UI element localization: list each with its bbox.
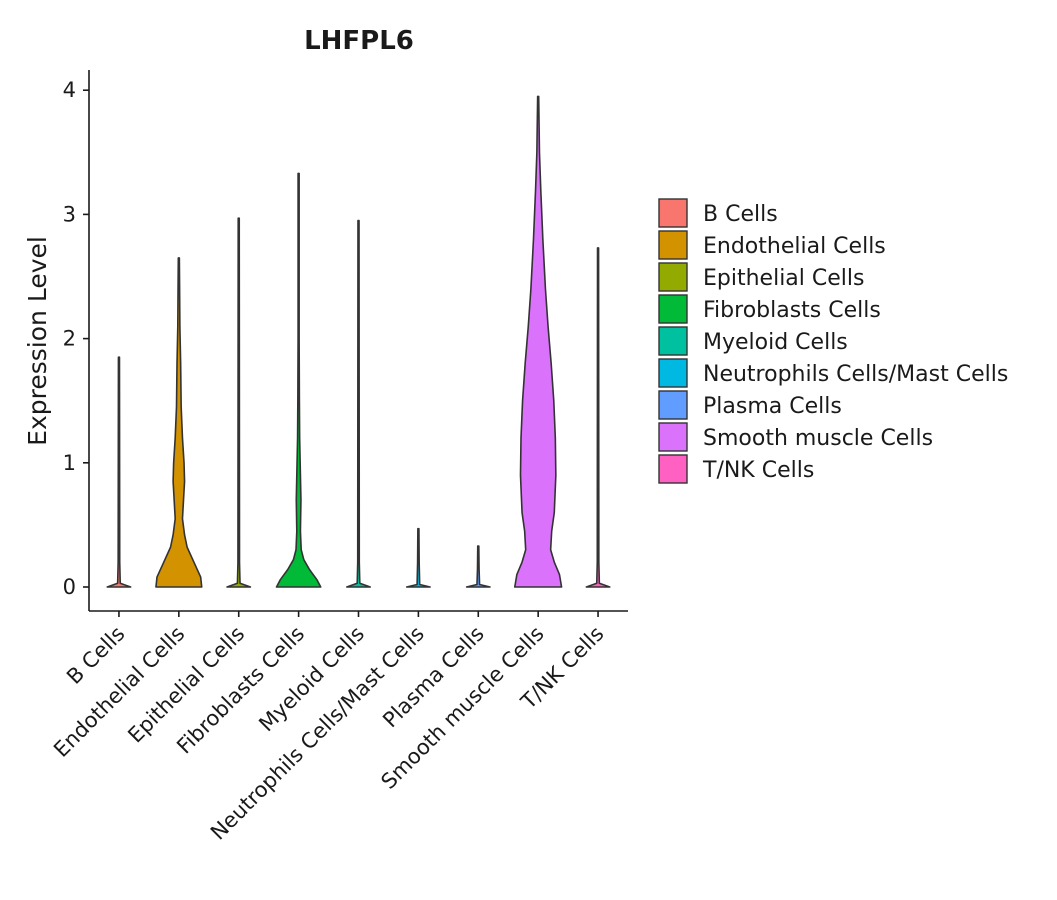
legend-swatch: [658, 230, 688, 260]
legend-label: Myeloid Cells: [703, 330, 848, 355]
violin-3: [275, 172, 322, 588]
legend-label: T/NK Cells: [702, 458, 814, 483]
legend-swatch: [658, 390, 688, 420]
legend-label: Plasma Cells: [703, 394, 842, 419]
chart-title: LHFPL6: [304, 26, 414, 56]
legend-label: Endothelial Cells: [703, 234, 886, 259]
legend-label: Epithelial Cells: [703, 266, 864, 291]
legend-swatch: [658, 294, 688, 324]
violin-7: [513, 95, 563, 588]
legend-label: Smooth muscle Cells: [703, 426, 933, 451]
y-axis-ticks: 0 1 2 3 4: [63, 78, 89, 599]
violin-group: [106, 95, 611, 588]
y-tick-label: 1: [63, 451, 76, 475]
legend-swatch: [658, 422, 688, 452]
y-tick-label: 0: [63, 575, 76, 599]
legend-swatch: [658, 358, 688, 388]
violin-1: [155, 257, 203, 588]
violin-5: [405, 527, 431, 588]
legend-swatch: [658, 262, 688, 292]
violin-0: [106, 356, 132, 588]
violin-6: [465, 545, 491, 588]
legend-label: Neutrophils Cells/Mast Cells: [703, 362, 1008, 387]
legend-swatch: [658, 326, 688, 356]
legend-swatch: [658, 198, 688, 228]
y-axis-label: Expression Level: [23, 236, 52, 446]
legend-label: B Cells: [703, 202, 778, 227]
legend: B Cells Endothelial Cells Epithelial Cells…: [658, 198, 1008, 484]
violin-2: [226, 217, 252, 588]
violin-8: [585, 247, 611, 588]
violin-4: [346, 219, 371, 588]
legend-swatch: [658, 454, 688, 484]
y-tick-label: 4: [63, 78, 76, 102]
x-tick-label: Myeloid Cells: [254, 622, 369, 737]
y-tick-label: 2: [63, 327, 76, 351]
legend-label: Fibroblasts Cells: [703, 298, 881, 323]
y-tick-label: 3: [63, 202, 76, 226]
